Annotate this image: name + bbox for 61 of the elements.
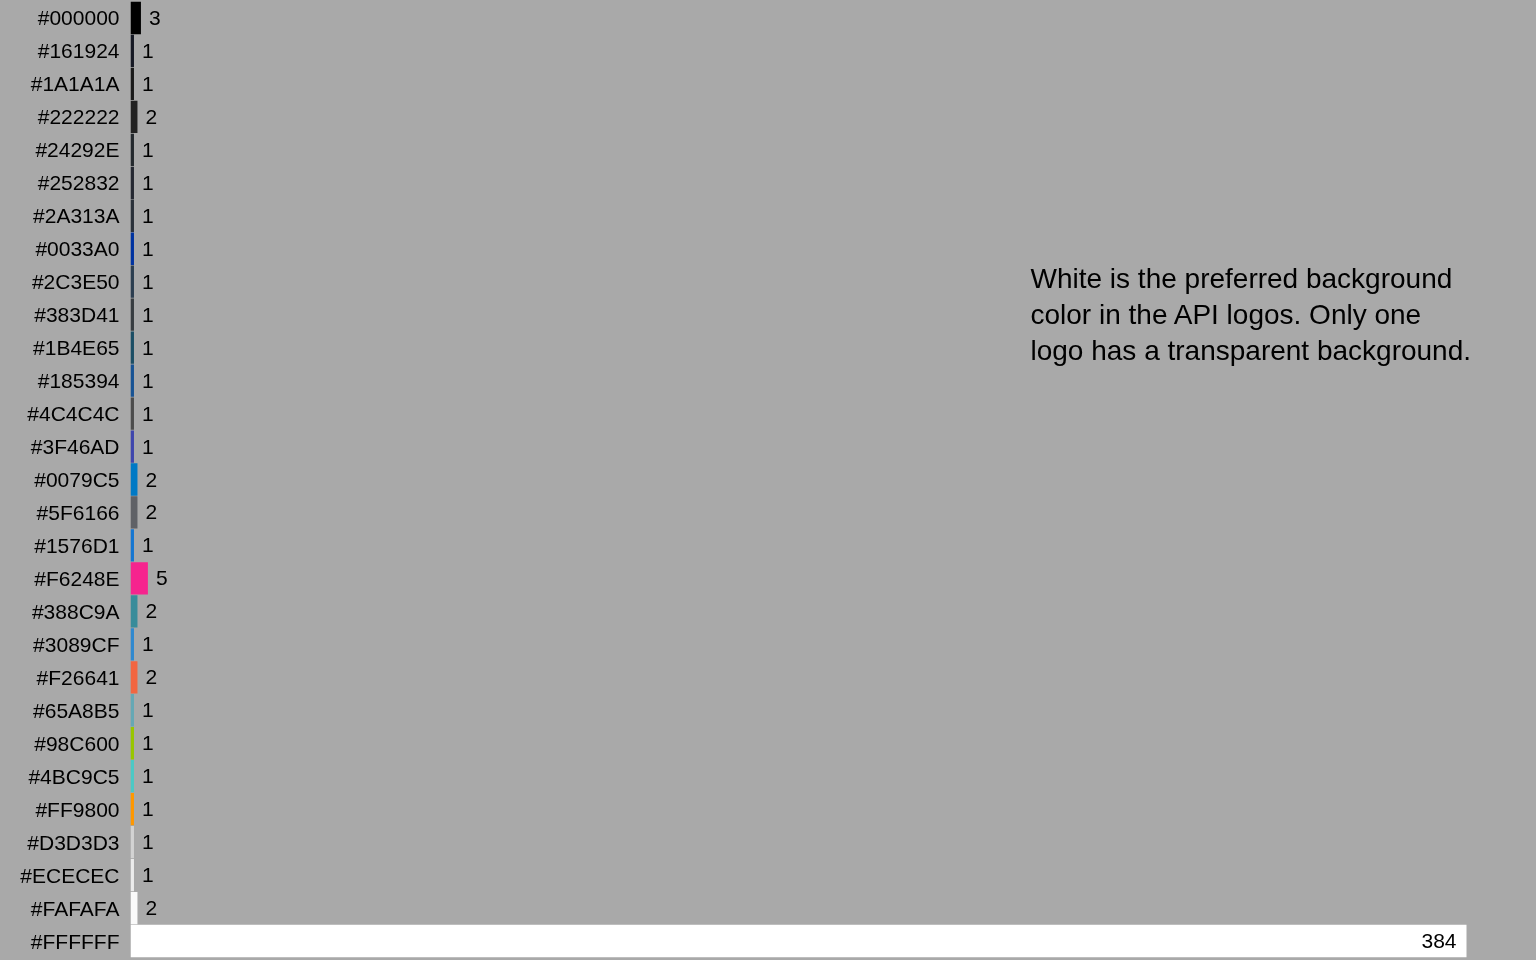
data-label: 1 — [141, 434, 154, 458]
y-tick-label: #65A8B5 — [33, 698, 120, 722]
data-label: 1 — [141, 269, 154, 293]
y-tick-label: #3089CF — [33, 632, 120, 656]
data-label: 1 — [141, 401, 154, 425]
data-label: 3 — [148, 5, 161, 29]
y-tick-label: #5F6166 — [36, 500, 120, 524]
data-label: 1 — [141, 533, 154, 557]
data-label: 1 — [141, 302, 154, 326]
data-label: 1 — [141, 38, 154, 62]
y-tick-label: #2A313A — [33, 204, 120, 228]
y-tick-label: #F26641 — [36, 665, 120, 689]
data-label: 2 — [145, 896, 158, 920]
y-tick-label: #161924 — [37, 39, 120, 63]
y-tick-label: #98C600 — [34, 731, 120, 755]
data-label: 1 — [141, 764, 154, 788]
y-tick-label: #F6248E — [34, 566, 120, 590]
data-label: 1 — [141, 632, 154, 656]
data-label: 1 — [141, 797, 154, 821]
y-tick-label: #FF9800 — [35, 797, 120, 821]
data-label: 1 — [141, 236, 154, 260]
bar — [130, 562, 148, 595]
y-tick-label: #0033A0 — [35, 237, 120, 261]
data-label: 2 — [145, 104, 158, 128]
y-tick-label: #185394 — [37, 369, 120, 393]
y-tick-label: #ECECEC — [20, 863, 120, 887]
y-tick-label: #1B4E65 — [33, 336, 120, 360]
y-tick-label: #FFFFFF — [30, 929, 120, 953]
data-label: 1 — [141, 71, 154, 95]
data-label: 5 — [155, 566, 168, 590]
y-tick-label: #3F46AD — [30, 435, 120, 459]
data-label: 1 — [141, 368, 154, 392]
data-label: 1 — [141, 335, 154, 359]
y-tick-label: #383D41 — [34, 303, 120, 327]
y-tick-label: #1A1A1A — [30, 72, 120, 96]
y-tick-label: #4C4C4C — [27, 402, 120, 426]
data-label: 1 — [141, 203, 154, 227]
data-label: 2 — [145, 467, 158, 491]
y-tick-label: #222222 — [37, 105, 120, 129]
data-label: 1 — [141, 863, 154, 887]
y-tick-label: #2C3E50 — [31, 270, 120, 294]
data-label: 2 — [145, 665, 158, 689]
data-label: 1 — [141, 170, 154, 194]
data-label: 1 — [141, 830, 154, 854]
bar — [130, 1, 141, 35]
y-tick-label: #252832 — [37, 171, 120, 195]
y-tick-label: #24292E — [35, 138, 120, 162]
y-tick-label: #000000 — [37, 6, 120, 30]
data-label: 1 — [141, 731, 154, 755]
data-label: 1 — [141, 137, 154, 161]
annotation: White is the preferred background color in the API logos. Only one logo has a transparent background. — [1030, 263, 1472, 366]
data-label: 384 — [1421, 929, 1457, 953]
y-tick-label: #1576D1 — [34, 533, 120, 557]
y-tick-label: #FAFAFA — [30, 896, 120, 920]
y-tick-label: #D3D3D3 — [27, 830, 120, 854]
y-tick-label: #4BC9C5 — [28, 764, 120, 788]
data-label: 2 — [145, 500, 158, 524]
data-label: 2 — [145, 599, 158, 623]
y-tick-label: #388C9A — [31, 599, 120, 623]
y-tick-label: #0079C5 — [34, 468, 120, 491]
data-label: 1 — [141, 698, 154, 722]
